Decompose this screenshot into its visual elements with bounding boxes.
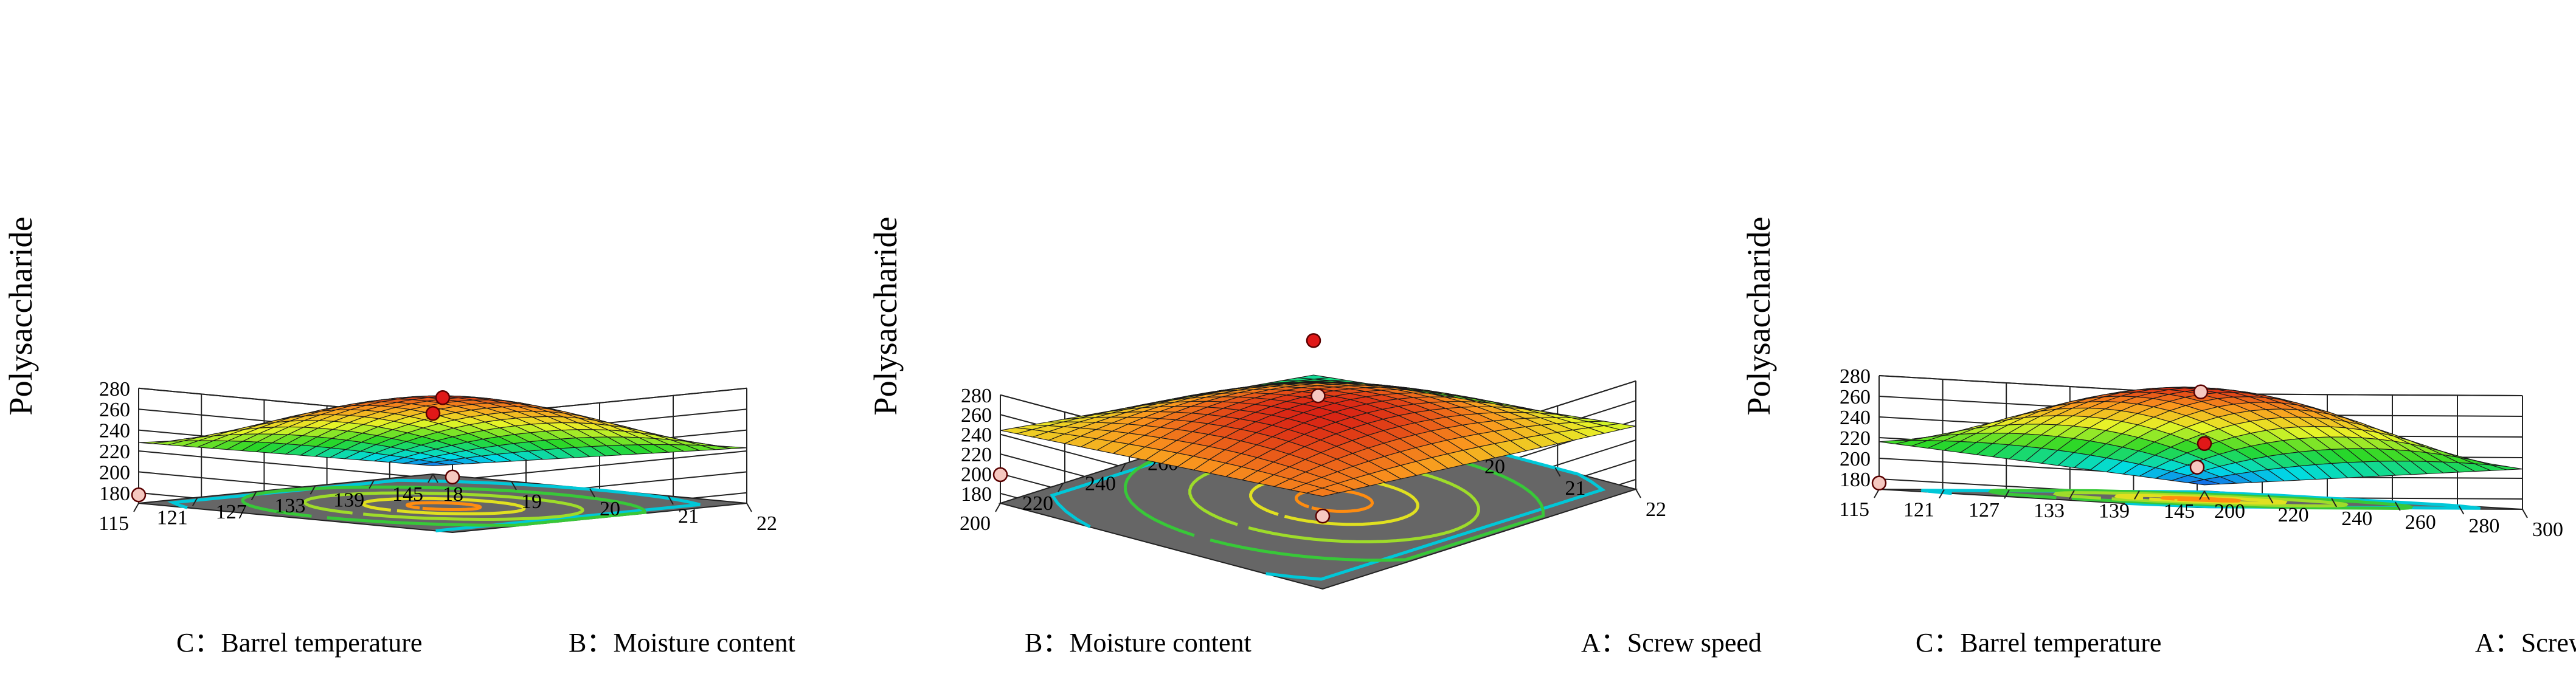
contour-line: [2160, 496, 2242, 503]
design-point: [425, 405, 441, 421]
design-points: [992, 333, 1331, 524]
y-tick-label: 200: [2214, 500, 2245, 523]
x-axis-title: C：Barrel temperature: [176, 628, 422, 658]
x-tick-label: 145: [392, 483, 423, 506]
y-tick-label: 300: [2532, 518, 2563, 541]
z-tick-label: 280: [961, 385, 992, 407]
y-axis-title: B：Moisture content: [569, 628, 795, 658]
y-tick-label: 260: [2405, 511, 2436, 534]
contour-line: [1988, 489, 2414, 510]
y-tick-label: 280: [2468, 515, 2499, 537]
floor-contour-plane: [1878, 489, 2523, 510]
z-tick-label: 240: [99, 420, 130, 442]
y-tick-label: 220: [2278, 504, 2309, 526]
x-axis-ticks: 115 121 127 133 139 145: [99, 473, 434, 535]
z-tick-label: 220: [1840, 427, 1871, 450]
design-points: [131, 390, 460, 503]
x-tick-label: 200: [960, 512, 991, 535]
z-tick-label: 280: [99, 378, 130, 401]
contour-line: [303, 491, 584, 521]
z-tick-label: 200: [961, 463, 992, 486]
z-tick-label: 260: [961, 404, 992, 427]
z-tick-label: 220: [99, 441, 130, 463]
z-axis-title: Polysaccharide: [2, 217, 39, 416]
y-tick-label: 20: [600, 498, 620, 520]
z-tick-label: 200: [99, 461, 130, 484]
contour-line: [241, 485, 647, 527]
z-tick-label: 180: [1840, 469, 1871, 491]
design-point: [131, 487, 147, 503]
x-tick-label: 139: [333, 489, 364, 512]
y-tick-label: 240: [2341, 507, 2372, 530]
x-tick-label: 115: [1839, 498, 1869, 521]
design-point: [2197, 436, 2212, 452]
z-tick-label: 260: [99, 399, 130, 421]
x-tick-label: 127: [216, 501, 247, 523]
y-tick-label: 21: [1565, 477, 1586, 500]
y-tick-label: 21: [678, 505, 699, 528]
x-axis-ticks: 115 121 127 133 139 145: [1839, 489, 2205, 523]
design-point: [992, 467, 1008, 483]
design-points: [1871, 384, 2212, 491]
contour-line: [1294, 488, 1374, 513]
x-axis-title: C：Barrel temperature: [1916, 628, 2161, 658]
design-point: [2193, 384, 2209, 399]
x-tick-label: 139: [2099, 500, 2130, 522]
z-axis-title: Polysaccharide: [867, 217, 904, 416]
x-tick-label: 121: [157, 506, 188, 529]
x-axis-title: A：Screw speed: [1581, 628, 1762, 658]
z-tick-label: 240: [1840, 407, 1871, 429]
response-surface: [138, 395, 747, 466]
x-tick-label: 133: [2034, 500, 2065, 522]
y-tick-label: 22: [1646, 498, 1666, 521]
y-tick-label: 19: [521, 490, 542, 513]
design-point: [445, 469, 460, 485]
design-point: [1306, 333, 1321, 348]
x-tick-label: 220: [1022, 492, 1053, 515]
x-tick-label: 145: [2164, 500, 2195, 523]
x-tick-label: 133: [274, 495, 305, 517]
x-tick-label: 240: [1085, 472, 1116, 495]
y-axis-title: A：Screw speed: [2475, 628, 2576, 658]
y-tick-label: 22: [757, 512, 777, 535]
z-axis-title: Polysaccharide: [1740, 217, 1777, 416]
design-point: [435, 390, 451, 405]
contour-line: [361, 497, 526, 515]
z-tick-label: 180: [99, 483, 130, 505]
z-tick-label: 180: [961, 483, 992, 506]
contour-line: [1188, 458, 1480, 543]
z-tick-label: 240: [961, 424, 992, 447]
design-point: [2189, 459, 2205, 475]
z-tick-label: 280: [1840, 365, 1871, 388]
y-axis-ticks: 18 19 20 21 22: [432, 473, 777, 535]
z-tick-label: 260: [1840, 386, 1871, 408]
x-tick-label: 115: [99, 512, 129, 535]
z-tick-label: 200: [1840, 448, 1871, 470]
response-surface: [1000, 374, 1636, 497]
contour-line: [1249, 475, 1419, 526]
y-axis-title: B：Moisture content: [1025, 628, 1252, 658]
contour-line: [167, 478, 701, 532]
contour-line: [405, 501, 482, 511]
y-tick-label: 18: [443, 483, 463, 506]
x-tick-label: 121: [1903, 499, 1934, 521]
contour-line: [1920, 489, 2481, 510]
surface-plot-2: 1802002202402602802002202402602803001819…: [867, 217, 1762, 658]
y-axis-ticks: 200 220 240 260 280 300: [2204, 490, 2563, 541]
z-tick-label: 220: [961, 444, 992, 466]
x-tick-label: 127: [1968, 499, 2000, 521]
design-point: [1315, 508, 1331, 524]
design-point: [1311, 388, 1326, 404]
response-surface: [1878, 387, 2523, 486]
floor-contour-plane: [138, 473, 747, 534]
contour-line: [2053, 491, 2349, 507]
design-point: [1871, 475, 1887, 491]
